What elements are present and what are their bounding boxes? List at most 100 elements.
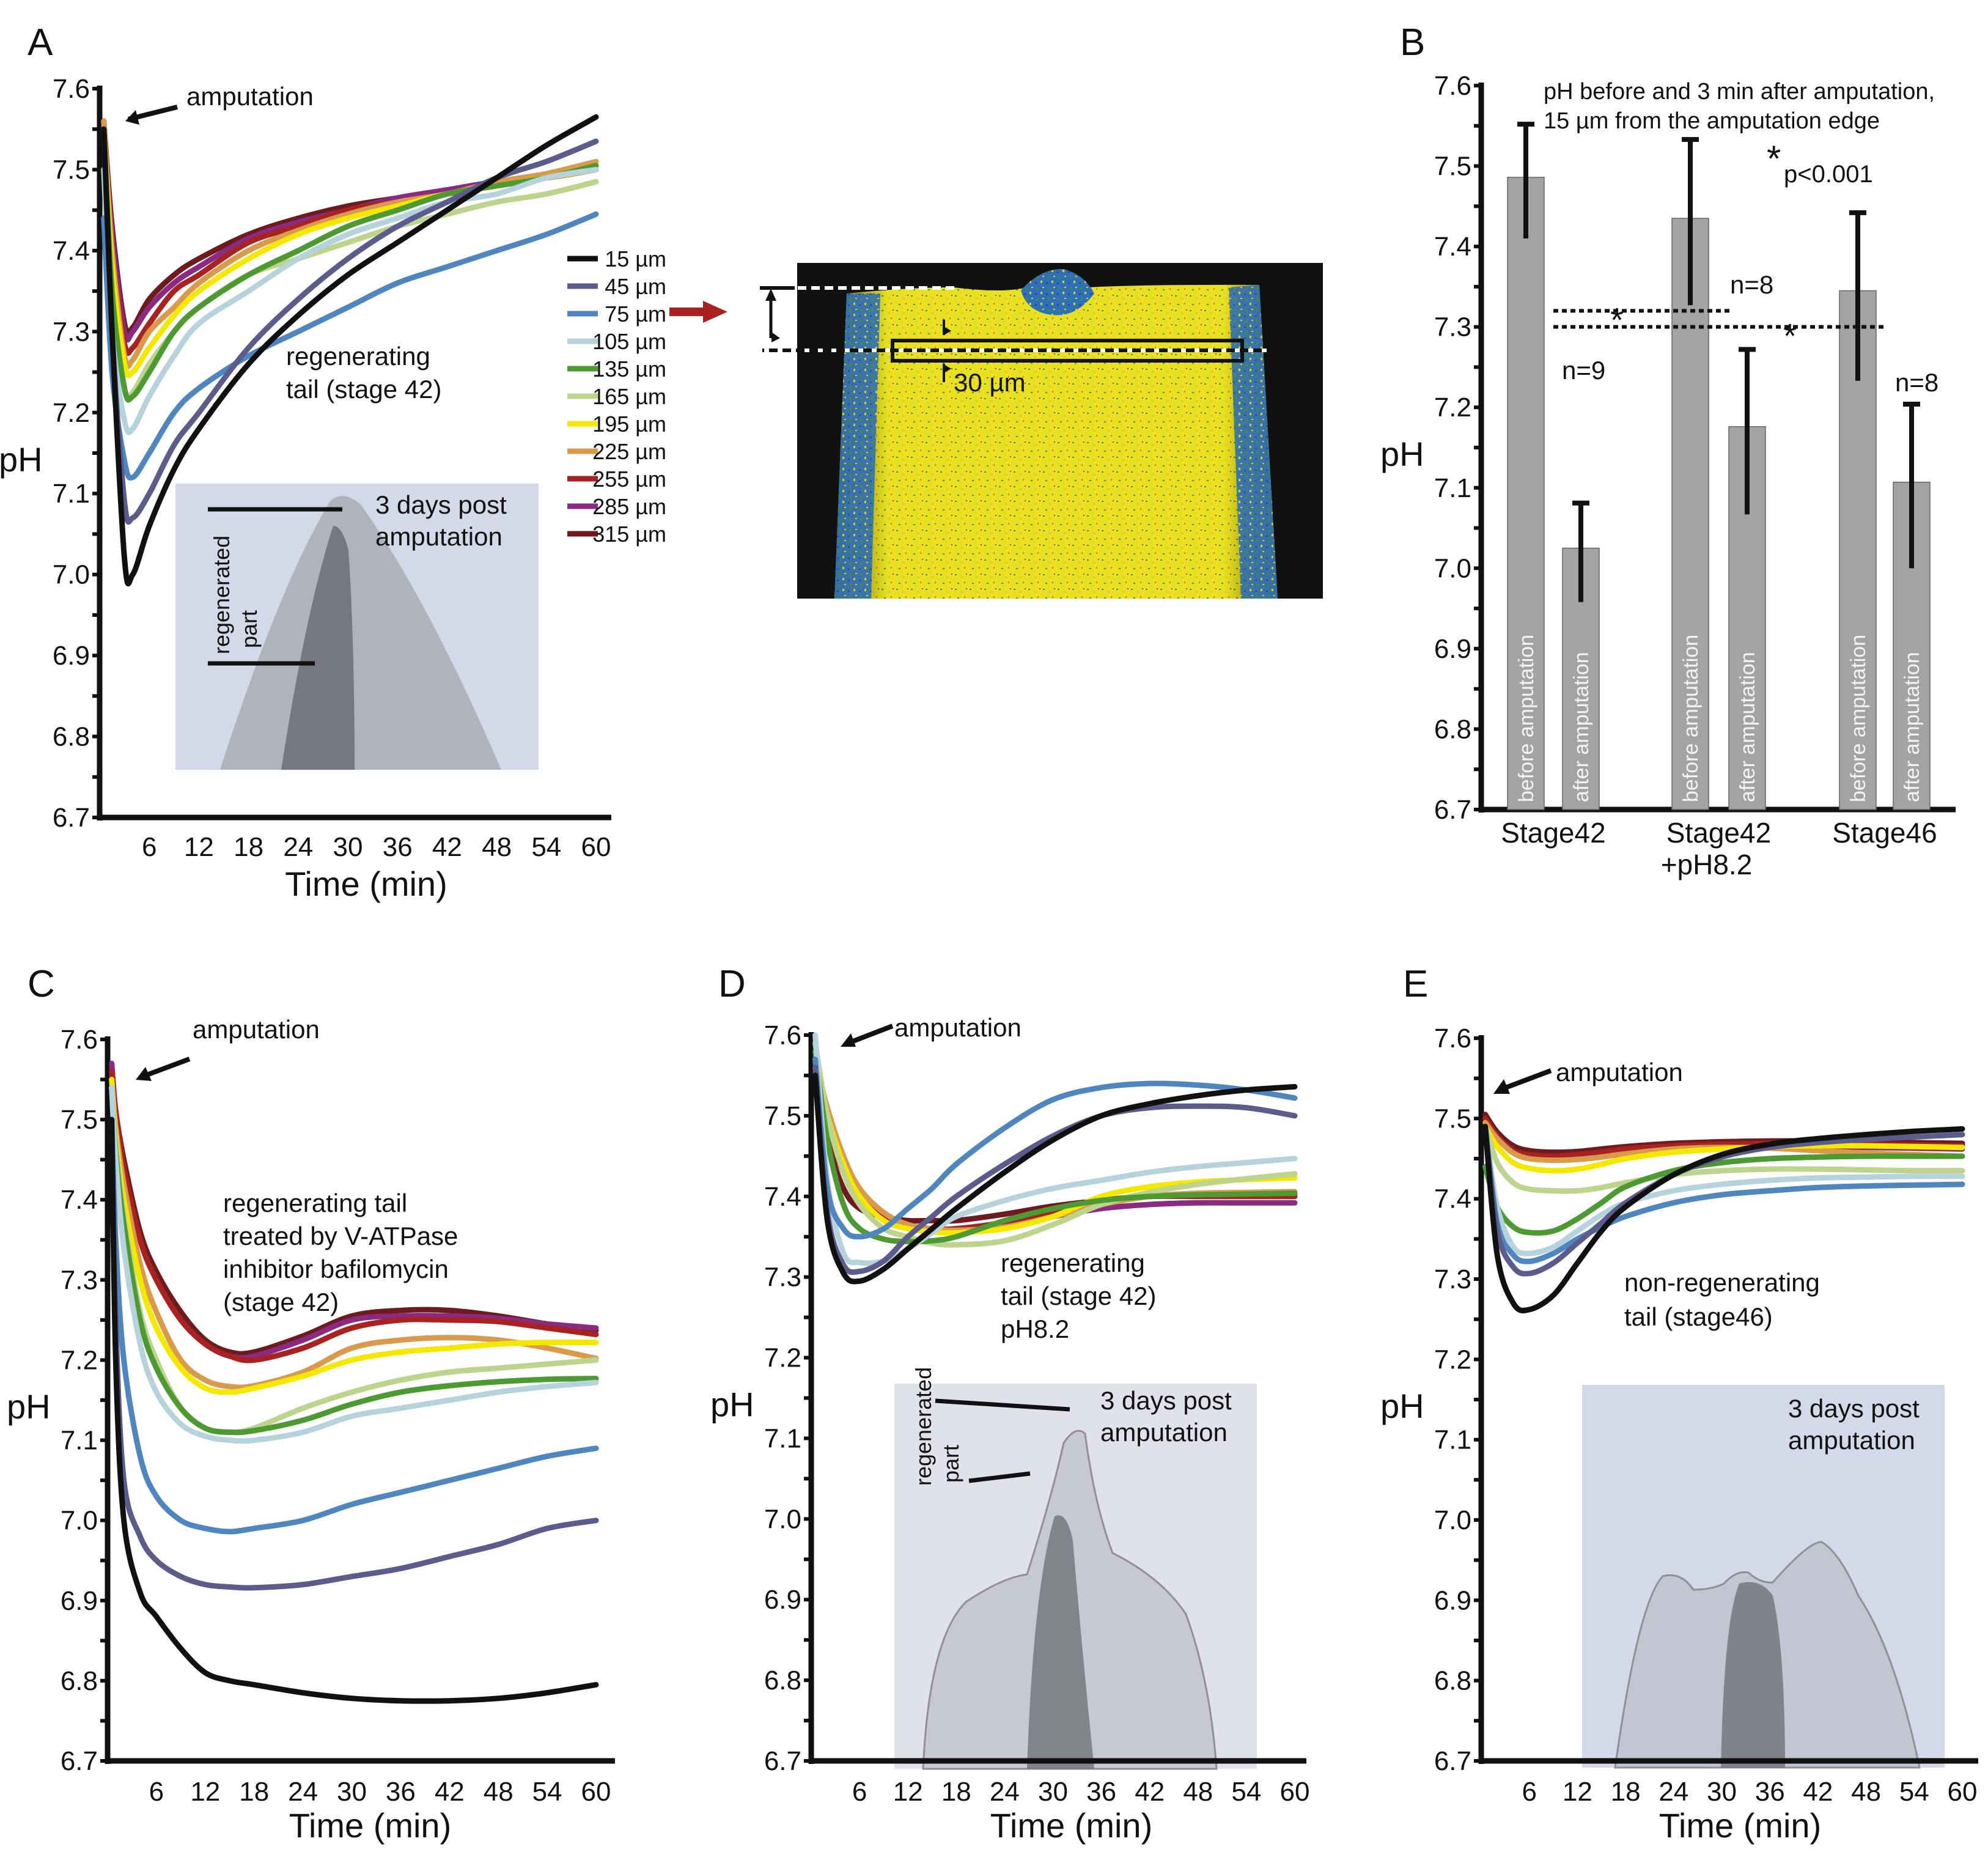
inset-caption-line-2: amputation <box>1100 1418 1228 1447</box>
y-tick-label: 7.1 <box>61 1426 98 1456</box>
amputation-arrowhead-icon <box>125 110 139 125</box>
x-tick-label: 42 <box>432 832 462 862</box>
y-tick-label: 7.4 <box>1434 1184 1471 1214</box>
x-axis-title: Time (min) <box>289 1806 451 1845</box>
y-tick-label: 7.2 <box>764 1343 801 1373</box>
description-line-2: tail (stage 42) <box>1001 1282 1156 1310</box>
inset-caption-line-1: 3 days post <box>1100 1386 1232 1415</box>
line-chart-a: 7.6 7.5 7.4 7.3 7.2 7.1 7.0 6.9 6.8 6.7 pH 6 12 18 24 3… <box>0 74 611 903</box>
series-line-195m <box>1482 1124 1965 1174</box>
series-line-165m <box>812 1040 1298 1248</box>
description-line-2: tail (stage46) <box>1624 1302 1773 1331</box>
series-line-135m <box>109 1085 599 1436</box>
tail-right-edge <box>1229 285 1278 599</box>
y-tick-label: 7.6 <box>61 1025 98 1055</box>
y-tick-label: 7.1 <box>1434 1425 1471 1455</box>
y-tick-label: 6.9 <box>764 1585 801 1615</box>
description-line-1: regenerating <box>286 342 430 371</box>
inset-label-line-2: part <box>237 610 262 648</box>
arrow-right-icon <box>771 332 780 342</box>
series-line-195m <box>101 126 599 378</box>
y-tick-label: 7.2 <box>53 398 90 428</box>
y-tick-label: 6.9 <box>1434 1585 1471 1615</box>
panel-d: D regenerated part 3 days post amputatio… <box>710 963 1309 1845</box>
y-tick-label: 7.4 <box>1434 232 1471 262</box>
legend-label: 135 µm <box>592 356 666 382</box>
series-line-255m <box>109 1068 599 1363</box>
y-tick-label: 7.6 <box>1434 1024 1471 1053</box>
significance-legend: p<0.001 <box>1784 161 1873 188</box>
y-tick-label: 6.9 <box>61 1586 98 1616</box>
y-axis-title: pH <box>1380 435 1424 473</box>
group-label: Stage46 <box>1832 817 1937 849</box>
bracket-bottom <box>968 1471 1031 1483</box>
panel-letter-c: C <box>28 963 55 1005</box>
chart-title-line: pH before and 3 min after amputation, <box>1544 79 1935 105</box>
description-line-1: non-regenerating <box>1624 1268 1820 1297</box>
legend-label: 45 µm <box>605 274 666 299</box>
panel-b: B 7.6 7.5 7.4 7.3 7.2 7.1 7.0 6.9 6.8 6.7 pH before… <box>1380 21 1956 880</box>
y-tick-label: 6.7 <box>1434 795 1471 825</box>
y-tick-label: 7.5 <box>764 1101 801 1131</box>
series-line-75m <box>109 1116 599 1535</box>
x-tick-label: 60 <box>581 832 611 862</box>
sample-size-label: n=8 <box>1730 270 1773 299</box>
bar-label: before amputation <box>1679 635 1703 802</box>
x-tick-label: 24 <box>990 1777 1020 1807</box>
y-axis-title: pH <box>1380 1387 1424 1425</box>
y-tick-label: 6.9 <box>1434 634 1471 664</box>
y-tick-label: 6.9 <box>53 641 90 671</box>
y-tick-label: 7.3 <box>1434 1264 1471 1294</box>
x-tick-label: 12 <box>893 1777 923 1807</box>
inset-photo-a: regenerated part 3 days post amputation <box>175 484 539 770</box>
description-line-3: inhibitor bafilomycin <box>223 1255 449 1283</box>
amputation-label: amputation <box>193 1015 320 1044</box>
notochord <box>281 526 355 770</box>
x-tick-label: 48 <box>1851 1777 1881 1807</box>
legend-label: 15 µm <box>605 246 666 271</box>
y-tick-label: 7.1 <box>1434 473 1471 503</box>
description-line-3: pH8.2 <box>1001 1315 1069 1343</box>
x-tick-label: 12 <box>1563 1777 1592 1807</box>
description-line-1: regenerating tail <box>223 1189 407 1217</box>
group-label: Stage42 <box>1666 817 1771 849</box>
x-tick-label: 30 <box>1707 1777 1737 1807</box>
legend-label: 315 µm <box>592 522 666 547</box>
roi-arrow-down-icon <box>944 326 951 335</box>
x-tick-label: 30 <box>1038 1777 1068 1807</box>
significance-star: * <box>1610 300 1624 339</box>
sample-size-label: n=9 <box>1562 356 1605 385</box>
panel-letter-e: E <box>1403 963 1428 1005</box>
panel-a: A regenerated part 3 days post amputatio… <box>0 21 727 903</box>
amputation-label: amputation <box>894 1013 1022 1042</box>
panel-e: E 3 days post amputation 7.6 7.5 7.4 7.3 7.2… <box>1380 963 1978 1845</box>
x-tick-label: 18 <box>239 1777 269 1807</box>
x-tick-label: 42 <box>1803 1777 1833 1807</box>
inset-label-line-1: regenerated <box>911 1367 936 1486</box>
roi-rectangle <box>891 339 1244 363</box>
inset-label-line-1: regenerated <box>209 536 234 654</box>
x-tick-label: 24 <box>288 1777 318 1807</box>
x-tick-label: 48 <box>482 832 512 862</box>
y-tick-label: 7.3 <box>53 317 90 347</box>
bracket-top <box>935 1398 1070 1412</box>
bar-chart-b: 7.6 7.5 7.4 7.3 7.2 7.1 7.0 6.9 6.8 6.7 pH before a… <box>1380 71 1956 880</box>
y-tick-label: 7.4 <box>53 236 90 266</box>
x-tick-label: 54 <box>1231 1777 1261 1807</box>
tail-edge-shading <box>834 269 1278 599</box>
inset-photo-e: 3 days post amputation <box>1582 1385 1945 1769</box>
y-tick-label: 6.8 <box>61 1666 98 1696</box>
y-tick-label: 7.6 <box>53 74 90 104</box>
legend-label: 165 µm <box>592 384 666 409</box>
y-tick-label: 7.0 <box>1434 1505 1471 1535</box>
x-tick-label: 6 <box>142 832 156 862</box>
legend-label: 225 µm <box>592 439 666 464</box>
x-tick-label: 6 <box>1522 1777 1536 1807</box>
description-line-4: (stage 42) <box>223 1288 339 1316</box>
bar <box>1507 177 1545 810</box>
significance-legend-star: * <box>1767 138 1781 179</box>
description-line-2: treated by V-ATPase <box>223 1222 458 1250</box>
pointer-arrowhead-icon <box>703 301 727 323</box>
series-line-225m <box>109 1077 599 1390</box>
